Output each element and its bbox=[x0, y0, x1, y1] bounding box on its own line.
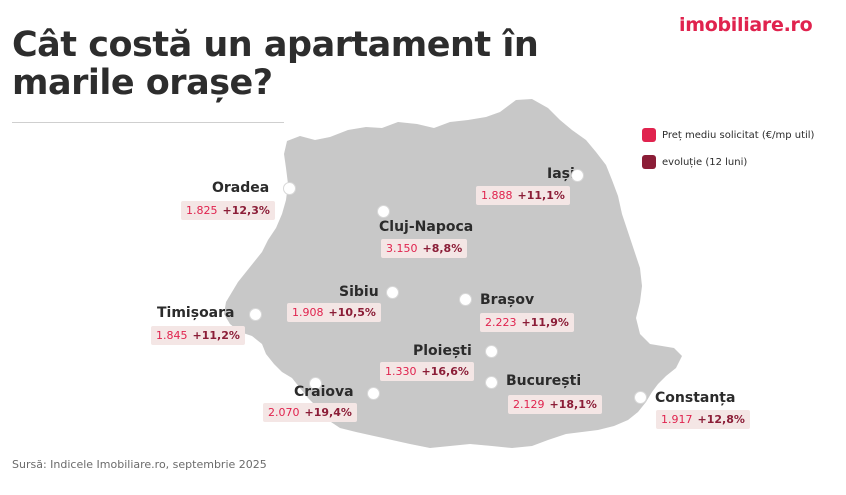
city-change: +11,2% bbox=[192, 329, 240, 342]
title-divider bbox=[12, 122, 284, 123]
price-badge-bucuresti: 2.129 +18,1% bbox=[508, 395, 602, 414]
city-change: +10,5% bbox=[328, 306, 376, 319]
city-marker-cluj bbox=[377, 205, 390, 218]
legend-item-price: Preț mediu solicitat (€/mp util) bbox=[642, 127, 814, 143]
city-price: 1.908 bbox=[292, 306, 324, 319]
legend: Preț mediu solicitat (€/mp util) evoluți… bbox=[642, 127, 814, 181]
city-price: 1.888 bbox=[481, 189, 513, 202]
city-price: 2.223 bbox=[485, 316, 517, 329]
city-change: +18,1% bbox=[549, 398, 597, 411]
brand-logo: imobiliare.ro bbox=[679, 14, 813, 36]
city-marker-ploiesti bbox=[485, 345, 498, 358]
legend-item-change: evoluție (12 luni) bbox=[642, 154, 814, 170]
city-label-oradea: Oradea bbox=[212, 180, 270, 196]
city-marker-constanta bbox=[634, 391, 647, 404]
price-badge-craiova: 2.070 +19,4% bbox=[263, 403, 357, 422]
city-change: +11,9% bbox=[521, 316, 569, 329]
city-marker-brasov bbox=[459, 293, 472, 306]
city-marker-craiova-2 bbox=[367, 387, 380, 400]
city-marker-oradea bbox=[283, 182, 296, 195]
city-label-ploiesti: Ploiești bbox=[413, 343, 472, 359]
city-marker-bucuresti bbox=[485, 376, 498, 389]
price-badge-constanta: 1.917 +12,8% bbox=[656, 410, 750, 429]
price-badge-cluj: 3.150 +8,8% bbox=[381, 239, 468, 258]
city-change: +11,1% bbox=[517, 189, 565, 202]
city-price: 2.070 bbox=[268, 406, 300, 419]
legend-label: Preț mediu solicitat (€/mp util) bbox=[662, 129, 815, 141]
price-badge-brasov: 2.223 +11,9% bbox=[480, 313, 574, 332]
city-label-bucuresti: București bbox=[506, 373, 582, 389]
city-marker-craiova bbox=[309, 377, 322, 390]
city-price: 3.150 bbox=[386, 242, 418, 255]
city-label-timisoara: Timișoara bbox=[157, 305, 235, 321]
price-badge-timisoara: 1.845 +11,2% bbox=[151, 326, 245, 345]
city-marker-sibiu bbox=[386, 286, 399, 299]
romania-shape bbox=[224, 99, 682, 448]
city-change: +12,8% bbox=[697, 413, 745, 426]
city-price: 1.330 bbox=[385, 365, 417, 378]
city-change: +8,8% bbox=[422, 242, 463, 255]
city-change: +16,6% bbox=[421, 365, 469, 378]
legend-swatch-change bbox=[642, 155, 656, 169]
source-note: Sursă: Indicele Imobiliare.ro, septembri… bbox=[12, 458, 267, 471]
price-badge-sibiu: 1.908 +10,5% bbox=[287, 303, 381, 322]
city-label-craiova: Craiova bbox=[294, 384, 354, 400]
city-price: 1.845 bbox=[156, 329, 188, 342]
city-price: 1.825 bbox=[186, 204, 218, 217]
city-label-sibiu: Sibiu bbox=[339, 284, 379, 300]
city-change: +19,4% bbox=[304, 406, 352, 419]
legend-label: evoluție (12 luni) bbox=[662, 156, 748, 168]
city-price: 1.917 bbox=[661, 413, 693, 426]
city-label-iasi: Iași bbox=[547, 166, 575, 182]
legend-swatch-price bbox=[642, 128, 656, 142]
page-title: Cât costă un apartament în marile orașe? bbox=[12, 25, 539, 103]
city-label-constanta: Constanța bbox=[655, 390, 736, 406]
city-marker-timisoara bbox=[249, 308, 262, 321]
price-badge-ploiesti: 1.330 +16,6% bbox=[380, 362, 474, 381]
city-label-cluj: Cluj-Napoca bbox=[379, 219, 474, 235]
city-change: +12,3% bbox=[222, 204, 270, 217]
price-badge-oradea: 1.825 +12,3% bbox=[181, 201, 275, 220]
price-badge-iasi: 1.888 +11,1% bbox=[476, 186, 570, 205]
city-marker-iasi bbox=[571, 169, 584, 182]
city-price: 2.129 bbox=[513, 398, 545, 411]
city-label-brasov: Brașov bbox=[480, 292, 535, 308]
